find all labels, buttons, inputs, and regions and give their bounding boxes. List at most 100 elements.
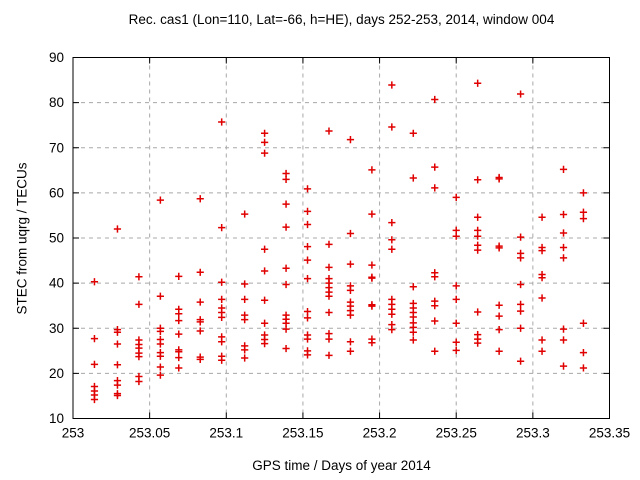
data-point-marker — [495, 347, 503, 355]
data-point-marker — [282, 325, 290, 333]
data-point-marker — [346, 338, 355, 346]
data-point-marker — [90, 278, 99, 286]
data-point-marker — [474, 79, 482, 87]
data-point-marker — [241, 280, 249, 288]
data-point-marker — [175, 316, 183, 325]
data-point-marker — [325, 240, 333, 248]
data-point-marker — [452, 295, 460, 303]
data-point-marker — [261, 129, 269, 137]
y-tick-label: 20 — [49, 366, 64, 381]
data-point-marker — [218, 338, 226, 346]
data-point-marker — [579, 189, 588, 197]
data-point-marker — [218, 278, 226, 286]
data-point-marker — [175, 353, 183, 362]
data-point-marker — [579, 214, 588, 223]
data-point-marker — [368, 210, 376, 218]
x-tick-label: 253 — [62, 426, 85, 441]
data-point-marker — [388, 236, 396, 244]
data-point-marker — [452, 282, 460, 290]
data-point-marker — [409, 283, 417, 291]
data-point-marker — [113, 381, 122, 389]
data-point-marker — [346, 136, 355, 144]
data-point-marker — [156, 196, 164, 204]
data-point-marker — [261, 245, 269, 253]
x-tick-label: 253.3 — [516, 426, 550, 441]
data-point-marker — [346, 311, 355, 319]
data-point-marker — [218, 356, 226, 364]
data-point-marker — [156, 340, 164, 348]
data-point-marker — [325, 308, 333, 317]
data-point-marker — [325, 127, 333, 135]
data-point-marker — [452, 319, 460, 327]
data-point-marker — [90, 360, 99, 368]
data-point-marker — [303, 307, 312, 316]
data-point-marker — [388, 310, 396, 318]
data-point-marker — [175, 364, 183, 372]
data-point-marker — [368, 339, 376, 347]
data-point-marker — [261, 267, 269, 275]
data-point-marker — [474, 176, 482, 184]
data-point-marker — [175, 310, 183, 318]
data-point-marker — [388, 219, 396, 227]
data-point-marker — [261, 138, 269, 146]
data-point-marker — [368, 261, 376, 269]
y-tick-label: 70 — [49, 140, 64, 155]
data-point-marker — [218, 313, 226, 322]
data-point-marker — [113, 340, 122, 348]
x-tick-label: 253.05 — [129, 426, 170, 441]
x-axis-label: GPS time / Days of year 2014 — [252, 458, 431, 473]
data-point-marker — [135, 273, 143, 281]
x-tick-label: 253.1 — [209, 426, 243, 441]
data-point-marker — [538, 336, 546, 344]
data-point-marker — [218, 118, 226, 126]
y-tick-label: 80 — [49, 95, 64, 110]
data-point-marker — [495, 326, 503, 334]
data-point-marker — [156, 363, 164, 371]
data-point-marker — [474, 339, 482, 347]
data-point-marker — [241, 354, 249, 362]
data-point-marker — [303, 256, 312, 264]
data-point-marker — [388, 245, 396, 253]
data-point-marker — [113, 328, 122, 336]
data-point-marker — [325, 263, 333, 271]
data-point-marker — [196, 318, 204, 326]
y-tick-label: 90 — [49, 50, 64, 65]
x-tick-label: 253.25 — [436, 426, 477, 441]
data-point-marker — [156, 371, 164, 379]
data-point-marker — [474, 308, 482, 316]
data-point-marker — [196, 268, 204, 276]
data-point-marker — [303, 335, 312, 343]
data-point-marker — [196, 298, 204, 306]
data-point-marker — [495, 312, 503, 320]
data-point-marker — [282, 280, 290, 289]
data-point-marker — [325, 351, 333, 359]
data-point-marker — [559, 229, 568, 237]
data-point-marker — [303, 351, 312, 359]
data-point-marker — [538, 294, 546, 302]
data-point-marker — [325, 292, 333, 300]
data-point-marker — [218, 295, 226, 303]
data-point-marker — [282, 200, 290, 208]
data-point-marker — [559, 165, 568, 174]
data-point-marker — [538, 213, 546, 221]
data-point-marker — [431, 302, 439, 310]
data-point-marker — [559, 336, 568, 344]
data-point-marker — [346, 229, 355, 238]
y-tick-label: 10 — [49, 411, 64, 426]
data-point-marker — [303, 275, 312, 283]
data-point-marker — [388, 326, 396, 334]
data-point-marker — [261, 319, 269, 327]
data-point-marker — [90, 395, 99, 404]
data-point-marker — [175, 330, 183, 338]
data-point-marker — [175, 272, 183, 280]
data-point-marker — [368, 166, 376, 174]
data-point-marker — [241, 346, 249, 354]
data-point-marker — [388, 81, 396, 89]
data-point-marker — [282, 223, 290, 231]
y-tick-label: 60 — [49, 185, 64, 200]
data-point-marker — [113, 225, 122, 233]
data-point-marker — [538, 347, 546, 355]
data-point-marker — [516, 280, 525, 289]
data-point-marker — [516, 357, 525, 365]
